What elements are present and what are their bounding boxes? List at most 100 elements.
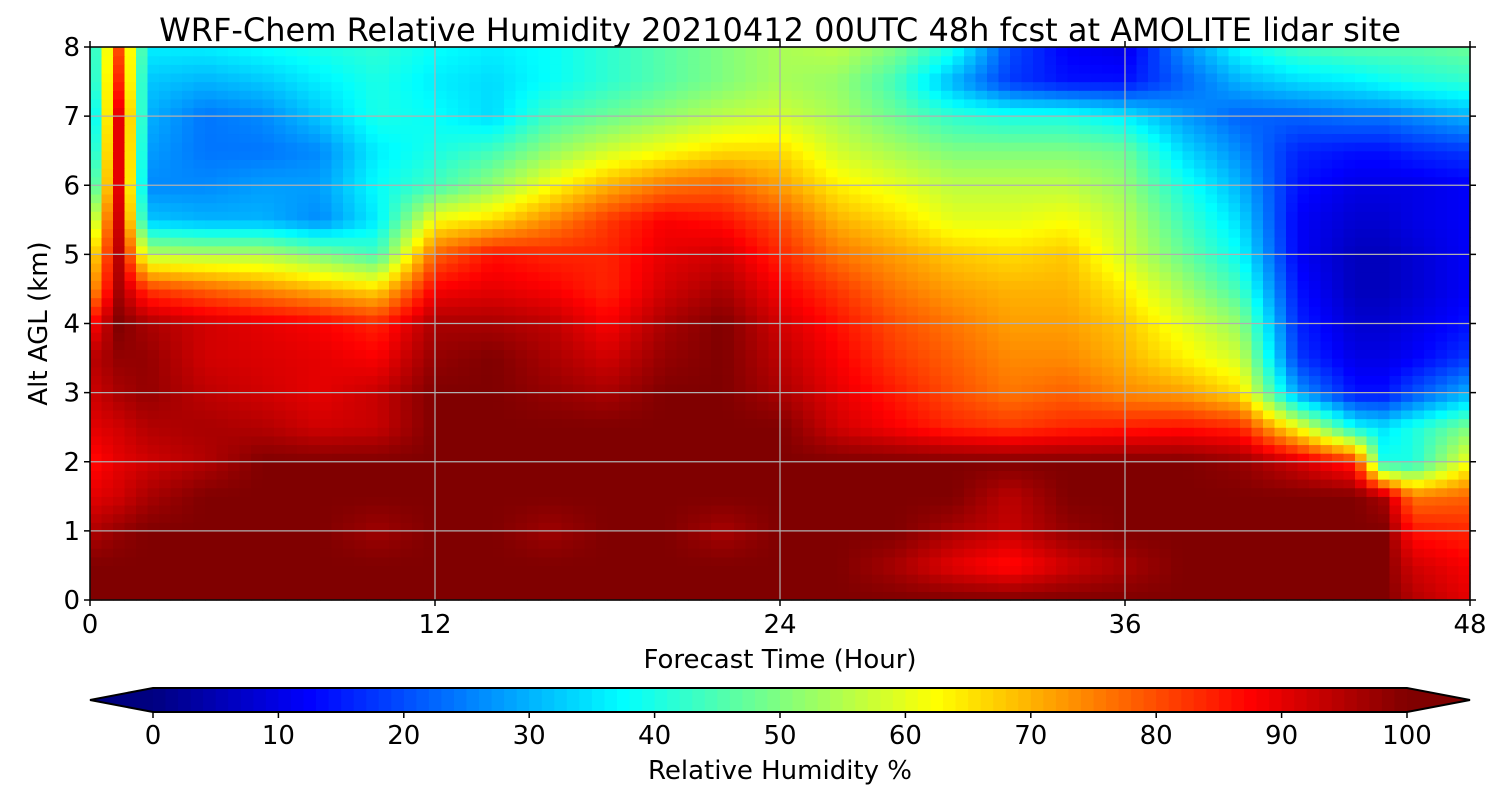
heatmap-cell [780, 392, 793, 402]
heatmap-cell [1355, 591, 1368, 601]
heatmap-cell [780, 522, 793, 532]
heatmap-cell [1136, 297, 1149, 307]
heatmap-cell [1102, 479, 1115, 489]
heatmap-cell [757, 427, 770, 437]
heatmap-cell [182, 323, 195, 333]
heatmap-cell [1228, 375, 1241, 385]
heatmap-cell [147, 245, 160, 255]
heatmap-cell [699, 548, 712, 558]
heatmap-cell [1355, 496, 1368, 506]
heatmap-cell [216, 401, 229, 411]
heatmap-cell [458, 418, 471, 428]
heatmap-cell [803, 306, 816, 316]
heatmap-cell [1309, 435, 1322, 446]
heatmap-cell [918, 427, 931, 437]
heatmap-cell [619, 383, 632, 394]
heatmap-cell [262, 591, 275, 601]
heatmap-cell [228, 461, 241, 471]
heatmap-cell [860, 263, 873, 273]
heatmap-cell [285, 522, 298, 532]
heatmap-cell [1458, 288, 1471, 299]
heatmap-cell [1435, 591, 1448, 601]
heatmap-cell [1182, 461, 1195, 471]
heatmap-cell [1412, 496, 1425, 506]
heatmap-cell [101, 263, 114, 273]
heatmap-cell [216, 332, 229, 342]
heatmap-cell [262, 323, 275, 333]
heatmap-cell [814, 288, 827, 299]
heatmap-cell [1435, 366, 1448, 376]
heatmap-cell [90, 435, 103, 446]
heatmap-cell [826, 306, 839, 316]
heatmap-cell [343, 288, 356, 299]
heatmap-cell [1309, 263, 1322, 273]
heatmap-cell [239, 263, 252, 273]
heatmap-cell [906, 297, 919, 307]
heatmap-cell [216, 574, 229, 584]
heatmap-cell [354, 358, 367, 368]
heatmap-cell [90, 504, 103, 515]
heatmap-cell [1217, 288, 1230, 299]
heatmap-cell [343, 349, 356, 359]
heatmap-cell [1021, 323, 1034, 333]
heatmap-cell [101, 271, 114, 281]
heatmap-cell [849, 522, 862, 532]
heatmap-cell [147, 582, 160, 592]
heatmap-cell [147, 453, 160, 463]
heatmap-cell [918, 591, 931, 601]
heatmap-cell [1113, 280, 1126, 290]
heatmap-cell [331, 435, 344, 446]
heatmap-cell [458, 280, 471, 290]
heatmap-cell [1343, 409, 1356, 420]
heatmap-cell [630, 496, 643, 506]
heatmap-cell [446, 375, 459, 385]
heatmap-cell [343, 556, 356, 567]
heatmap-cell [653, 582, 666, 592]
heatmap-cell [1205, 582, 1218, 592]
heatmap-cell [1056, 435, 1069, 446]
heatmap-cell [1240, 288, 1253, 299]
heatmap-cell [1332, 548, 1345, 558]
heatmap-cell [814, 332, 827, 342]
heatmap-cell [607, 530, 620, 541]
heatmap-cell [308, 479, 321, 489]
heatmap-cell [366, 280, 379, 290]
heatmap-cell [814, 444, 827, 454]
heatmap-cell [722, 306, 735, 316]
heatmap-cell [400, 427, 413, 437]
heatmap-cell [584, 392, 597, 402]
heatmap-cell [941, 271, 954, 281]
heatmap-cell [400, 340, 413, 351]
heatmap-cell [527, 409, 540, 420]
heatmap-cell [412, 556, 425, 567]
heatmap-cell [285, 470, 298, 480]
heatmap-cell [642, 548, 655, 558]
heatmap-cell [228, 582, 241, 592]
heatmap-cell [1102, 340, 1115, 351]
heatmap-cell [1021, 556, 1034, 567]
heatmap-cell [734, 314, 747, 325]
heatmap-cell [1447, 522, 1460, 532]
heatmap-cell [320, 453, 333, 463]
heatmap-cell [768, 254, 781, 264]
heatmap-cell [1056, 591, 1069, 601]
heatmap-cell [699, 522, 712, 532]
heatmap-cell [699, 349, 712, 359]
heatmap-cell [964, 582, 977, 592]
heatmap-cell [814, 392, 827, 402]
heatmap-cell [642, 358, 655, 368]
heatmap-cell [711, 349, 724, 359]
heatmap-cell [1251, 358, 1264, 368]
heatmap-cell [1274, 349, 1287, 359]
heatmap-cell [193, 392, 206, 402]
heatmap-cell [1424, 565, 1437, 575]
heatmap-cell [1343, 574, 1356, 584]
heatmap-cell [849, 513, 862, 523]
heatmap-cell [492, 530, 505, 541]
heatmap-cell [561, 254, 574, 264]
heatmap-cell [653, 574, 666, 584]
heatmap-cell [308, 522, 321, 532]
heatmap-cell [883, 427, 896, 437]
heatmap-cell [964, 358, 977, 368]
heatmap-cell [251, 306, 264, 316]
